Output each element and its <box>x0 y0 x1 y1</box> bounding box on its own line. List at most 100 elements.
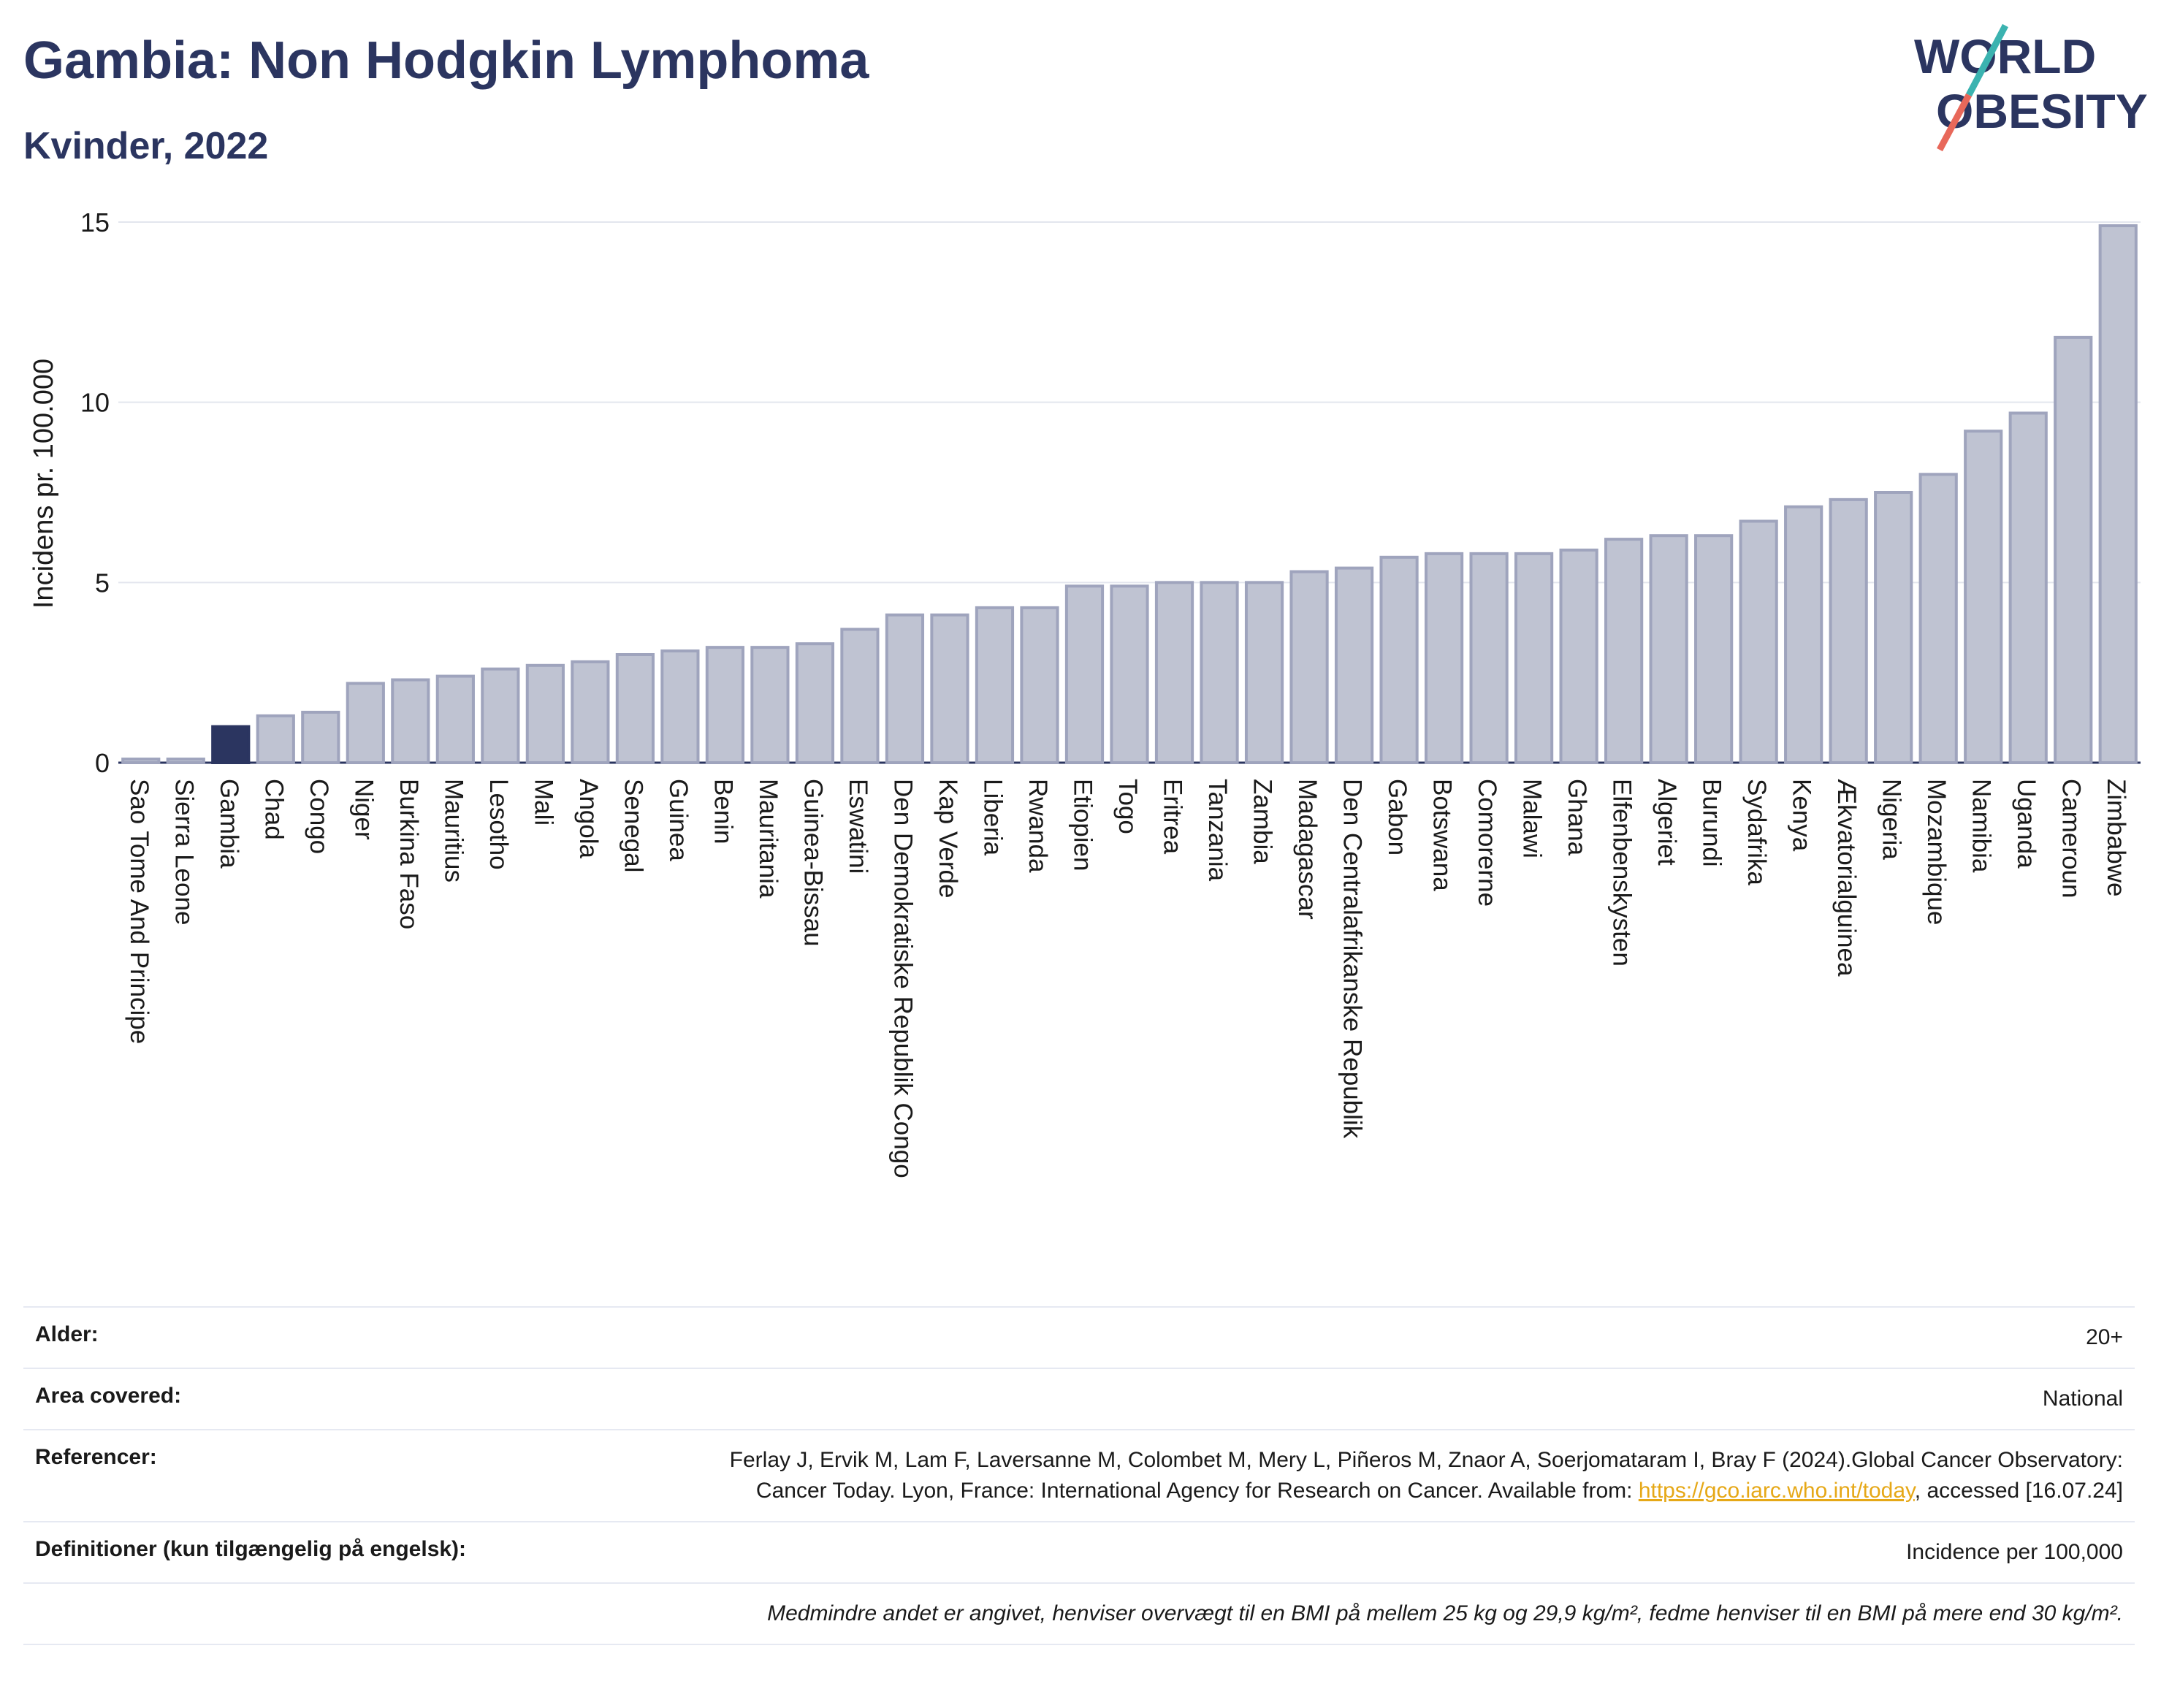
bar[interactable] <box>795 642 835 765</box>
bar[interactable] <box>571 660 610 764</box>
area-label: Area covered: <box>23 1368 704 1430</box>
x-tick-label: Ghana <box>1563 779 1591 856</box>
chart-subtitle: Kvinder, 2022 <box>23 125 269 167</box>
bar[interactable] <box>1559 548 1598 764</box>
logo-line-1: WORLD <box>1914 29 2096 83</box>
references-value: Ferlay J, Ervik M, Lam F, Laversanne M, … <box>704 1429 2135 1522</box>
bar[interactable] <box>481 667 520 764</box>
area-value: National <box>704 1368 2135 1430</box>
bar[interactable] <box>391 678 430 764</box>
bar[interactable] <box>2054 335 2093 765</box>
bar[interactable] <box>211 725 251 765</box>
references-label: Referencer: <box>23 1429 704 1522</box>
bar[interactable] <box>1784 505 1823 764</box>
x-tick-label: Togo <box>1113 779 1142 834</box>
bar[interactable] <box>1964 430 2003 764</box>
bar[interactable] <box>1020 606 1059 764</box>
x-tick-label: Malawi <box>1518 779 1547 858</box>
bar[interactable] <box>615 653 655 764</box>
x-tick-label: Guinea-Bissau <box>799 779 827 947</box>
footnote: Medmindre andet er angivet, henviser ove… <box>23 1582 2135 1645</box>
bar[interactable] <box>1289 570 1329 764</box>
bar[interactable] <box>750 646 790 765</box>
x-tick-label: Burkina Faso <box>395 779 423 929</box>
y-tick-label: 10 <box>80 388 110 418</box>
bar[interactable] <box>930 613 969 764</box>
bar[interactable] <box>1064 584 1105 764</box>
bar[interactable] <box>840 628 880 765</box>
x-tick-label: Cameroun <box>2057 779 2086 898</box>
bar[interactable] <box>301 710 340 765</box>
bar[interactable] <box>1514 552 1554 764</box>
bar[interactable] <box>1739 519 1778 764</box>
x-tick-label: Comorerne <box>1473 779 1501 907</box>
bar[interactable] <box>1469 552 1509 764</box>
x-tick-label: Eritrea <box>1159 779 1187 855</box>
references-text-2: , accessed [16.07.24] <box>1914 1479 2123 1503</box>
bar[interactable] <box>346 682 385 765</box>
age-label: Alder: <box>23 1306 704 1368</box>
x-tick-label: Niger <box>349 779 378 840</box>
x-tick-label: Benin <box>709 779 737 845</box>
x-tick-label: Kap Verde <box>934 779 962 898</box>
bar[interactable] <box>1200 581 1239 764</box>
x-tick-label: Elfenbenskysten <box>1608 779 1636 967</box>
bar[interactable] <box>1424 552 1464 764</box>
bar[interactable] <box>435 674 475 764</box>
bar[interactable] <box>1918 473 1958 764</box>
x-tick-label: Chad <box>259 779 288 840</box>
x-tick-label: Senegal <box>619 779 647 872</box>
bar[interactable] <box>256 714 295 764</box>
bar[interactable] <box>525 663 565 764</box>
bar[interactable] <box>1604 538 1644 764</box>
x-tick-label: Sierra Leone <box>169 779 198 925</box>
x-tick-label: Tanzania <box>1203 779 1232 882</box>
bar[interactable] <box>2098 224 2138 764</box>
bar[interactable] <box>660 649 700 764</box>
x-tick-label: Gabon <box>1383 779 1411 855</box>
bar[interactable] <box>1829 497 1868 764</box>
x-tick-label: Burundi <box>1698 779 1726 867</box>
bar[interactable] <box>885 613 925 764</box>
x-tick-label: Lesotho <box>484 779 513 870</box>
info-row-area: Area covered: National <box>23 1368 2135 1430</box>
x-tick-label: Etiopien <box>1068 779 1097 871</box>
x-tick-label: Congo <box>305 779 333 854</box>
bar[interactable] <box>705 646 745 765</box>
x-tick-label: Mauritius <box>439 779 468 882</box>
references-link[interactable]: https://gco.iarc.who.int/today <box>1638 1479 1915 1503</box>
bar[interactable] <box>1649 534 1688 764</box>
x-tick-label: Nigeria <box>1878 779 1906 860</box>
y-tick-label: 0 <box>95 748 110 778</box>
label-layer: Sao Tome And Principe Sierra Leone Gambia C… <box>125 779 2130 1178</box>
info-row-age: Alder: 20+ <box>23 1306 2135 1368</box>
bar[interactable] <box>1334 566 1374 764</box>
bar[interactable] <box>1244 581 1284 764</box>
bar[interactable] <box>1874 491 1913 764</box>
x-tick-label: Liberia <box>978 779 1007 856</box>
x-tick-label: Madagascar <box>1293 779 1322 920</box>
definitions-label: Definitioner (kun tilgængelig på engelsk… <box>23 1521 704 1583</box>
bar[interactable] <box>2008 411 2048 764</box>
x-tick-label: Kenya <box>1788 779 1816 852</box>
bar[interactable] <box>166 758 205 764</box>
y-axis-label: Incidens pr. 100.000 <box>28 359 59 609</box>
x-tick-label: Namibia <box>1967 779 1996 873</box>
bar[interactable] <box>1694 534 1734 764</box>
bar[interactable] <box>1379 555 1419 764</box>
world-obesity-logo: WORLD OBESITY <box>1914 23 2148 152</box>
x-tick-label: Den Demokratiske Republik Congo <box>888 779 917 1178</box>
references-text-1: Ferlay J, Ervik M, Lam F, Laversanne M, … <box>729 1448 2123 1503</box>
info-table: Alder: 20+ Area covered: National Refere… <box>23 1306 2135 1645</box>
chart-title: Gambia: Non Hodgkin Lymphoma <box>23 31 869 90</box>
x-tick-label: Sydafrika <box>1742 779 1771 885</box>
bar[interactable] <box>1110 584 1149 764</box>
bar-layer <box>121 224 2138 765</box>
bar[interactable] <box>1154 581 1194 764</box>
x-tick-label: Botswana <box>1428 779 1457 891</box>
bar[interactable] <box>975 606 1015 764</box>
x-tick-label: Mozambique <box>1922 779 1951 925</box>
bar[interactable] <box>121 758 161 764</box>
x-tick-label: Ækvatorialguinea <box>1832 779 1861 977</box>
x-tick-label: Uganda <box>2012 779 2040 869</box>
